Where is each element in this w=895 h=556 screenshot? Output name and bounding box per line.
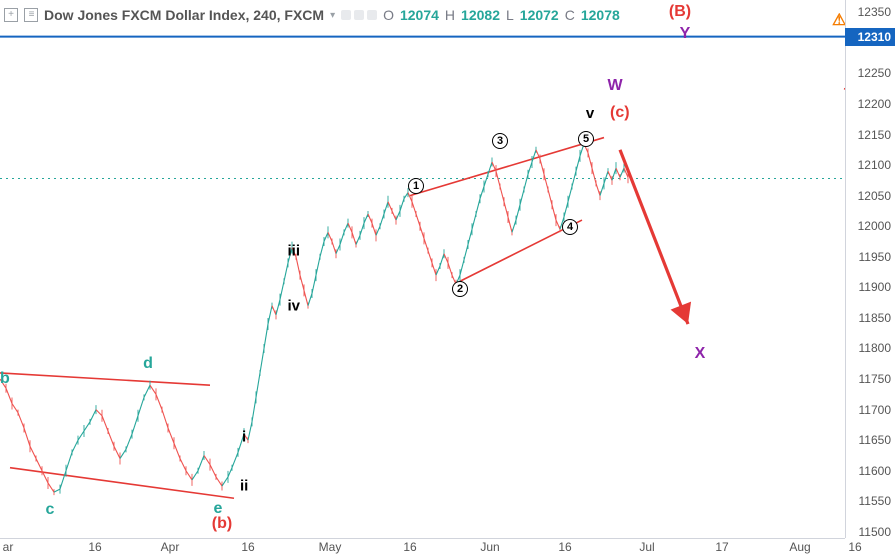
chart-container: { "header": { "title": "Dow Jones FXCM D…: [0, 0, 895, 556]
y-tick-label: 12150: [858, 128, 891, 142]
x-tick-label: Jul: [639, 540, 654, 554]
y-tick-label: 12000: [858, 219, 891, 233]
x-tick-label: 16: [558, 540, 571, 554]
x-tick-label: 17: [715, 540, 728, 554]
y-tick-label: 12200: [858, 97, 891, 111]
y-tick-label: 11500: [859, 525, 891, 539]
y-tick-label: 11950: [859, 250, 891, 264]
y-axis[interactable]: 11500 11550 11600 11650 11700 11750 11800 11850…: [845, 0, 895, 538]
x-tick-label: Apr: [161, 540, 180, 554]
y-tick-label: 12100: [858, 158, 891, 172]
y-tick-label: 12250: [858, 66, 891, 80]
x-tick-label: 16: [848, 540, 861, 554]
y-tick-label: 12350: [858, 5, 891, 19]
x-tick-label: 16: [403, 540, 416, 554]
y-tick-label: 11900: [859, 280, 891, 294]
x-axis[interactable]: ar16Apr16May16Jun16Jul17Aug16: [0, 538, 845, 556]
y-tick-label: 11850: [859, 311, 891, 325]
y-tick-label: 11650: [859, 433, 891, 447]
price-plot[interactable]: [0, 0, 845, 538]
y-tick-label: 11800: [859, 341, 891, 355]
x-tick-label: 16: [88, 540, 101, 554]
y-tick-label: 11700: [859, 403, 891, 417]
x-tick-label: 16: [241, 540, 254, 554]
price-level-badge: 12310: [845, 28, 895, 46]
y-tick-label: 11600: [859, 464, 891, 478]
y-tick-label: 11550: [859, 494, 891, 508]
y-tick-label: 12050: [858, 189, 891, 203]
x-tick-label: May: [319, 540, 342, 554]
x-tick-label: Jun: [480, 540, 499, 554]
x-tick-label: ar: [3, 540, 14, 554]
y-tick-label: 11750: [859, 372, 891, 386]
x-tick-label: Aug: [789, 540, 810, 554]
